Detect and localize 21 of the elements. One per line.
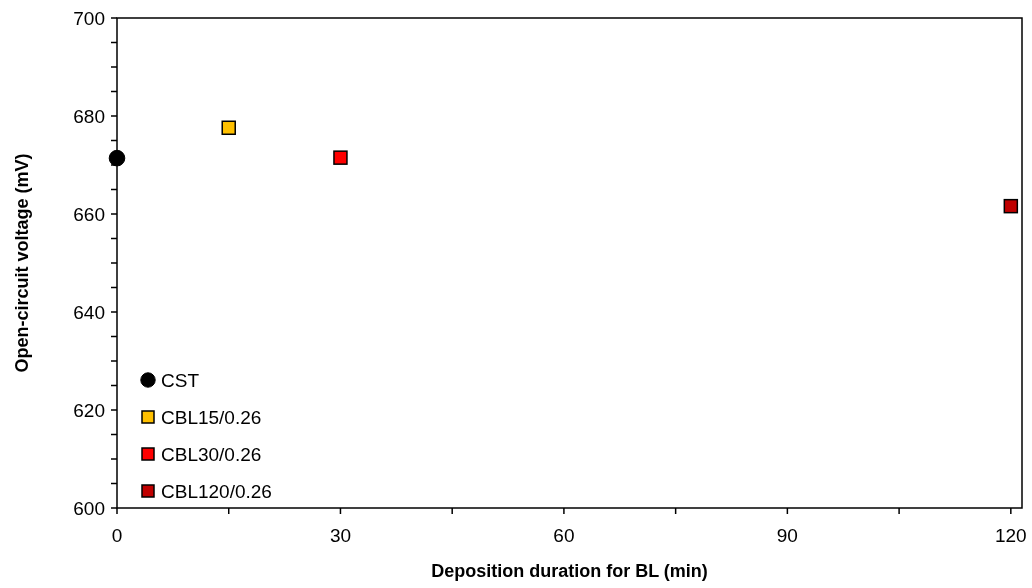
y-tick-label: 680 [73,105,105,127]
x-tick-label: 60 [553,525,575,546]
y-axis-title: Open-circuit voltage (mV) [12,153,32,373]
y-tick-label: 620 [73,399,105,421]
legend-label: CBL120/0.26 [161,480,272,502]
x-axis-title: Deposition duration for BL (min) [431,561,708,581]
x-tick-label: 120 [994,525,1027,546]
legend-label: CBL30/0.26 [161,443,262,465]
y-tick-label: 640 [73,301,105,323]
point [1003,198,1019,214]
y-tick-label: 660 [73,203,105,225]
x-tick-label: 30 [329,525,352,546]
point [221,120,236,136]
x-tick-label: 90 [776,525,798,546]
y-tick-label: 600 [73,497,105,519]
legend-label: CBL15/0.26 [161,406,262,428]
point [108,149,126,167]
legend-label: CST [161,369,200,391]
y-tick-label: 700 [73,7,105,29]
x-tick-label: 0 [111,525,123,546]
point [333,150,348,165]
